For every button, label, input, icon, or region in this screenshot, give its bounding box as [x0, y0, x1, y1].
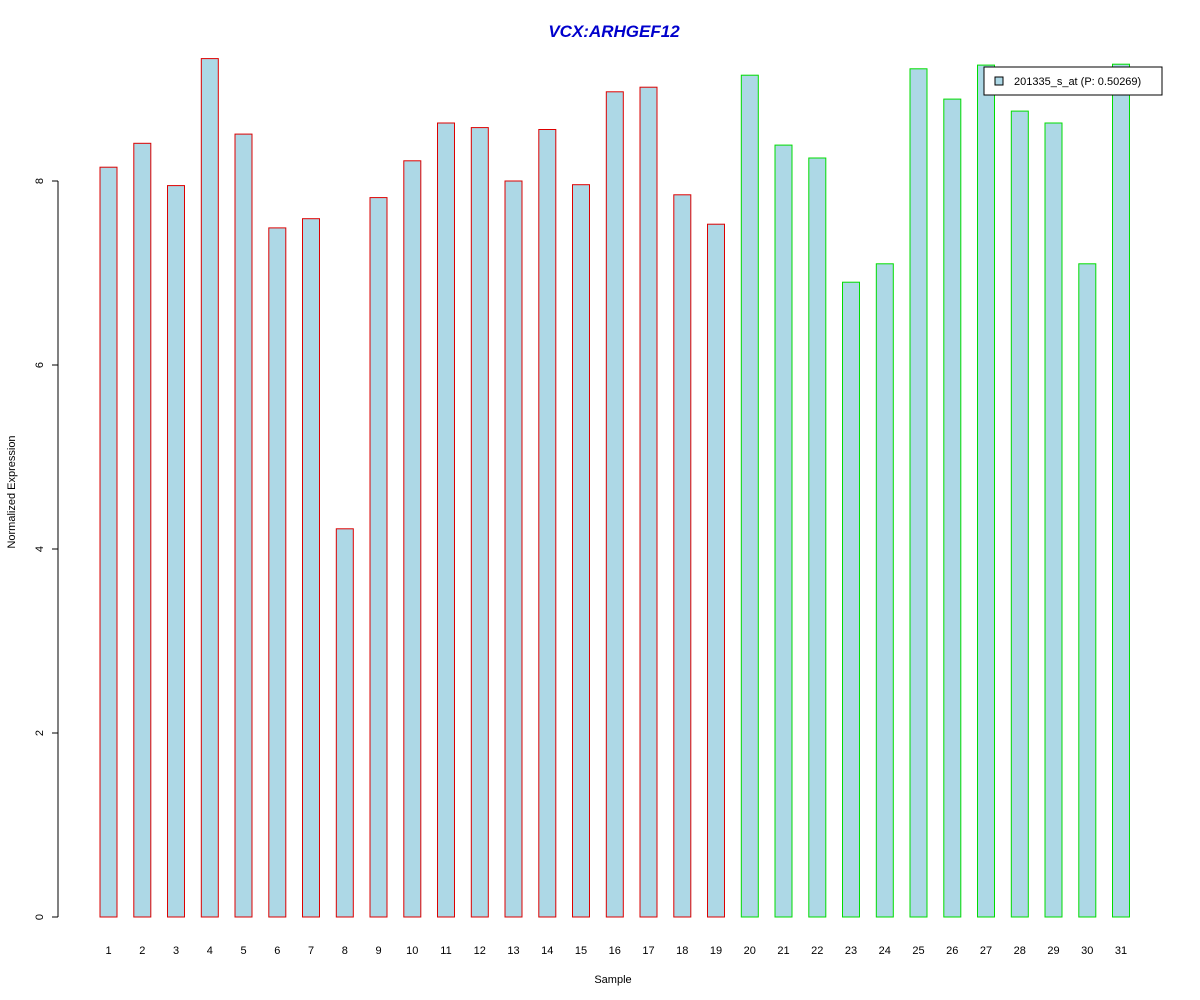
x-tick-label: 13 [507, 945, 519, 957]
x-tick-label: 22 [811, 945, 823, 957]
bar [909, 68, 928, 918]
bar [639, 86, 658, 918]
bar [1010, 110, 1029, 918]
bar [1078, 263, 1097, 918]
x-tick-label: 31 [1115, 945, 1127, 957]
x-tick-label: 30 [1081, 945, 1093, 957]
bars [99, 58, 1130, 918]
legend-swatch [994, 76, 1004, 86]
x-axis-label: Sample [594, 974, 631, 986]
legend-label: 201335_s_at (P: 0.50269) [1014, 76, 1141, 88]
x-tick-label: 15 [575, 945, 587, 957]
x-tick-label: 9 [375, 945, 381, 957]
bar [1044, 122, 1063, 918]
bar [673, 194, 692, 918]
bar [302, 218, 320, 918]
bar [572, 184, 590, 918]
x-tick-label: 10 [406, 945, 418, 957]
x-tick-label: 8 [342, 945, 348, 957]
bar [437, 122, 455, 918]
bar [268, 227, 287, 918]
bar [470, 127, 489, 918]
x-tick-label: 12 [474, 945, 486, 957]
bar [403, 160, 422, 918]
y-tick-label: 6 [34, 362, 46, 368]
chart-title: VCX:ARHGEF12 [548, 22, 680, 41]
x-tick-label: 14 [541, 945, 553, 957]
x-tick-label: 19 [710, 945, 722, 957]
y-tick-label: 2 [34, 730, 46, 736]
x-tick-label: 7 [308, 945, 314, 957]
bar [335, 528, 354, 918]
x-tick-label: 11 [440, 945, 451, 957]
y-axis: 0 2 4 6 8 [34, 178, 59, 920]
x-tick-labels: 1 2 3 4 5 6 7 8 9 10 11 12 13 14 15 16 17 18 19 20 21 22 23 24 2… [105, 945, 1127, 957]
bar [774, 144, 793, 918]
bar [943, 98, 962, 918]
x-tick-label: 1 [105, 945, 111, 957]
x-tick-label: 23 [845, 945, 857, 957]
legend: 201335_s_at (P: 0.50269) [983, 66, 1163, 96]
x-tick-label: 16 [609, 945, 621, 957]
x-tick-label: 17 [642, 945, 654, 957]
bar [538, 129, 557, 918]
x-tick-label: 25 [912, 945, 924, 957]
y-tick-label: 0 [34, 914, 46, 920]
x-tick-label: 6 [274, 945, 280, 957]
x-tick-label: 18 [676, 945, 688, 957]
x-tick-label: 27 [980, 945, 992, 957]
bar [875, 263, 894, 918]
x-tick-label: 5 [240, 945, 246, 957]
bar [605, 91, 624, 918]
bar [1112, 63, 1130, 918]
bar [977, 64, 995, 918]
x-tick-label: 24 [879, 945, 891, 957]
y-tick-label: 4 [34, 546, 46, 552]
y-axis-label: Normalized Expression [6, 435, 18, 548]
bar [133, 142, 152, 918]
bar [167, 185, 185, 918]
x-tick-label: 26 [946, 945, 958, 957]
bar [740, 74, 759, 918]
bar [707, 223, 725, 918]
legend-box [983, 66, 1163, 96]
x-tick-label: 4 [207, 945, 213, 957]
x-tick-label: 21 [777, 945, 789, 957]
x-tick-label: 20 [744, 945, 756, 957]
x-tick-label: 2 [139, 945, 145, 957]
bar [234, 133, 253, 918]
x-tick-label: 3 [173, 945, 179, 957]
bar [99, 166, 118, 918]
bar [842, 281, 860, 918]
x-tick-label: 28 [1014, 945, 1026, 957]
bar [504, 180, 523, 918]
bar [369, 197, 388, 918]
y-tick-label: 8 [34, 178, 46, 184]
bar [200, 58, 219, 918]
bar [808, 157, 827, 918]
x-tick-label: 29 [1047, 945, 1059, 957]
